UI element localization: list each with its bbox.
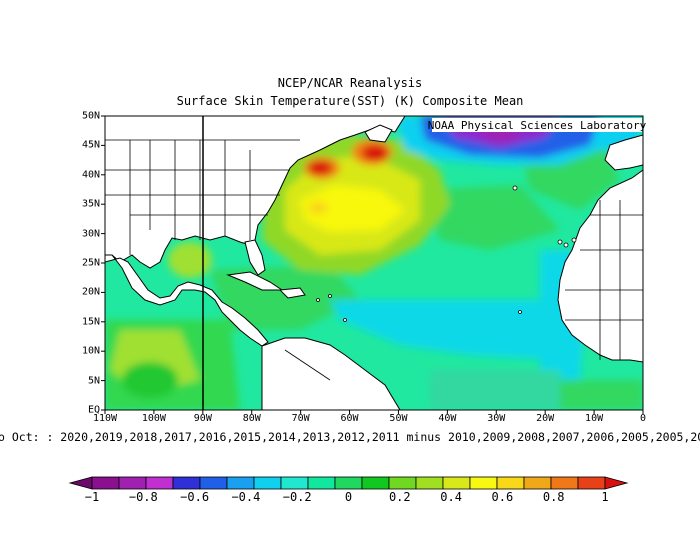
colorbar-swatch	[253, 476, 282, 490]
x-tick-label: 50W	[389, 413, 408, 424]
anomaly-field	[105, 116, 643, 410]
colorbar-swatch	[388, 476, 417, 490]
x-tick-marks	[104, 410, 644, 414]
colorbar-tick-label: 0.2	[388, 490, 411, 504]
colorbar-swatch	[415, 476, 444, 490]
colorbar-tick-label: 0.8	[542, 490, 565, 504]
y-tick-label: 50N	[81, 110, 100, 122]
colorbar-tick-label: −0.6	[180, 490, 210, 504]
x-tick-label: 20W	[536, 413, 555, 424]
colorbar-swatch	[361, 476, 390, 490]
colorbar-swatch	[280, 476, 309, 490]
y-tick-label: 10N	[81, 345, 100, 357]
credit-label: NOAA Physical Sciences Laboratory	[428, 119, 647, 132]
x-tick-label: 100W	[141, 413, 166, 424]
y-tick-label: 20N	[81, 286, 100, 298]
x-tick-label: 30W	[487, 413, 506, 424]
y-tick-label: 45N	[81, 139, 100, 151]
x-tick-label: 70W	[291, 413, 310, 424]
land-masses	[105, 116, 643, 410]
colorbar-swatch	[226, 476, 255, 490]
colorbar-tick-label: −0.2	[282, 490, 312, 504]
colorbar-swatch	[199, 476, 228, 490]
x-tick-label: 40W	[438, 413, 457, 424]
composite-caption: o Oct: : 2020,2019,2018,2017,2016,2015,2…	[0, 430, 700, 444]
x-tick-label: 10W	[585, 413, 604, 424]
colorbar-tick-label: 0.6	[491, 490, 514, 504]
colorbar-max-arrow	[604, 476, 629, 490]
y-tick-label: 25N	[81, 257, 100, 269]
map-title: NCEP/NCAR Reanalysis	[277, 76, 423, 90]
colorbar-tick-label: −0.8	[128, 490, 158, 504]
credit-box	[432, 118, 642, 132]
colorbar-swatch	[550, 476, 579, 490]
colorbar-swatch	[523, 476, 552, 490]
colorbar-tick-label: 0.4	[440, 490, 462, 504]
y-tick-label: 30N	[81, 228, 100, 240]
colorbar-swatch	[442, 476, 471, 490]
x-tick-label: 0	[639, 413, 647, 424]
x-tick-label: 90W	[193, 413, 212, 424]
colorbar-tick-label: 1	[601, 490, 609, 504]
colorbar-swatch	[118, 476, 147, 490]
colorbar-swatch	[145, 476, 174, 490]
colorbar-tick-label: −1	[84, 490, 100, 504]
colorbar-swatch	[91, 476, 120, 490]
colorbar-swatch	[334, 476, 363, 490]
colorbar-min-arrow	[68, 476, 93, 490]
y-tick-marks	[101, 115, 105, 411]
colorbar-swatch	[496, 476, 525, 490]
y-tick-label: EQ	[87, 404, 100, 416]
y-tick-label: 15N	[81, 316, 100, 328]
x-tick-label: 110W	[92, 413, 118, 424]
y-tick-label: 5N	[87, 375, 100, 387]
x-tick-label: 80W	[242, 413, 261, 424]
y-tick-label: 40N	[81, 169, 100, 181]
x-tick-label: 60W	[340, 413, 359, 424]
islands	[316, 185, 577, 322]
map-subtitle: Surface Skin Temperature(SST) (K) Compos…	[176, 94, 524, 108]
political-boundaries	[105, 139, 643, 381]
colorbar-swatch	[577, 476, 606, 490]
colorbar-swatch	[469, 476, 498, 490]
colorbar-tick-label: 0	[344, 490, 353, 504]
colorbar-swatch	[172, 476, 201, 490]
y-tick-label: 35N	[81, 198, 100, 210]
colorbar-tick-label: −0.4	[231, 490, 261, 504]
colorbar-swatch	[307, 476, 336, 490]
